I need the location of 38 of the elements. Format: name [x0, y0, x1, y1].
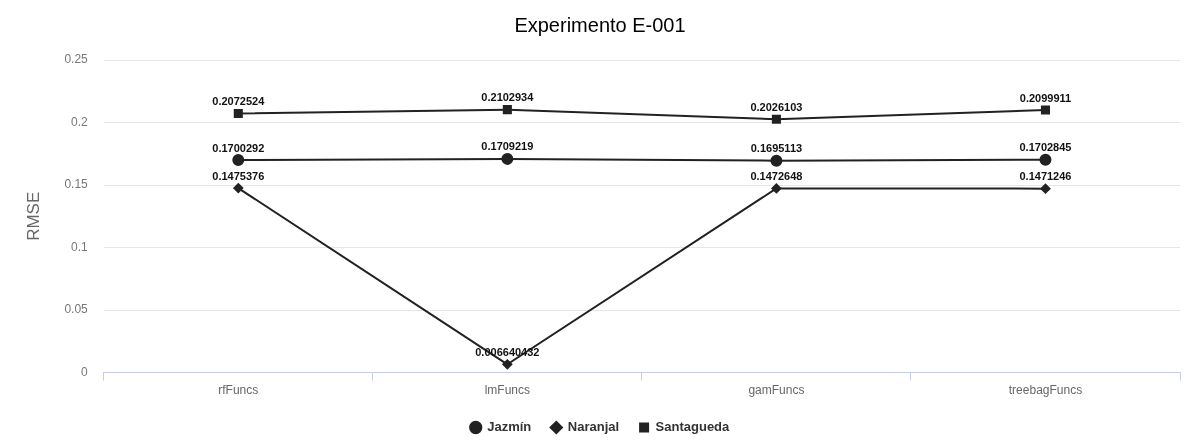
point	[233, 183, 244, 194]
data-label: 0.1700292	[212, 141, 265, 154]
y-axis-title: RMSE	[23, 191, 43, 241]
y-tick-label: 0.1	[71, 239, 89, 254]
x-tick-label: gamFuncs	[748, 383, 805, 398]
point	[1039, 153, 1052, 166]
legend-label: Santagueda	[655, 419, 731, 435]
y-tick-label: 0.15	[64, 177, 89, 192]
data-label: 0.1709219	[481, 140, 534, 153]
y-tick-label: 0.2	[71, 114, 89, 129]
y-tick-label: 0.05	[64, 302, 89, 317]
data-label: 0.1702845	[1019, 141, 1072, 154]
point	[502, 359, 513, 370]
y-tick-label: 0.25	[64, 52, 89, 67]
legend-label: Naranjal	[567, 419, 620, 435]
point	[771, 114, 781, 124]
data-label: 0.1472648	[750, 169, 803, 182]
point	[1040, 183, 1051, 194]
y-tick-label: 0	[81, 364, 89, 379]
x-tick-label: treebagFuncs	[1008, 383, 1083, 398]
data-label: 0.1471246	[1019, 170, 1072, 183]
legend-label: Jazmín	[487, 419, 532, 435]
data-label: 0.2072524	[212, 94, 266, 107]
data-label: 0.2102934	[481, 91, 535, 104]
point	[233, 108, 243, 118]
data-label: 0.2026103	[750, 100, 803, 113]
x-tick-label: rfFuncs	[218, 383, 259, 398]
point	[770, 154, 783, 167]
chart-title: Experimento E-001	[514, 13, 686, 36]
x-tick-label: lmFuncs	[484, 383, 531, 398]
data-label: 0.2099911	[1019, 91, 1072, 104]
point	[502, 105, 512, 115]
data-label: 0.1695113	[750, 142, 803, 155]
point	[771, 183, 782, 194]
point	[1040, 105, 1051, 115]
data-label: 0.1475376	[212, 169, 265, 182]
point	[501, 152, 514, 165]
point	[232, 154, 245, 166]
